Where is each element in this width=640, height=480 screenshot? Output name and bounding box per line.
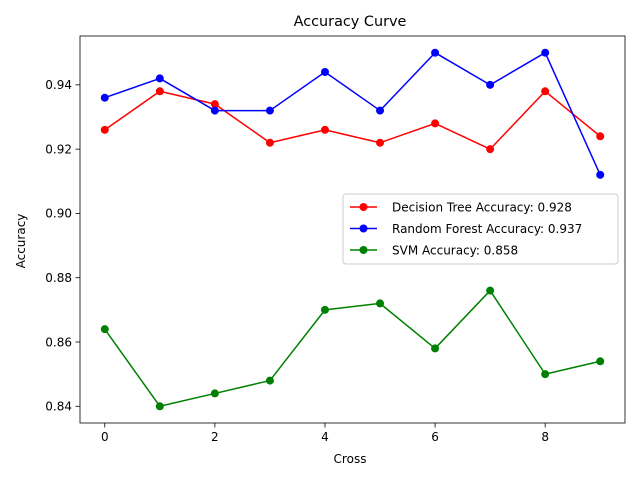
data-point-series-1-x-0 — [100, 93, 109, 102]
data-point-series-2-x-3 — [265, 376, 274, 385]
x-axis-label: Cross — [334, 452, 367, 466]
data-point-series-0-x-1 — [155, 87, 164, 96]
y-tick-label: 0.90 — [45, 207, 72, 221]
data-point-series-0-x-9 — [596, 132, 605, 141]
y-axis-label: Accuracy — [14, 214, 28, 269]
legend-label-0: Decision Tree Accuracy: 0.928 — [392, 200, 572, 214]
data-point-series-1-x-2 — [210, 106, 219, 115]
ticks-layer: 0 2 4 6 8 0.84 0.86 0.88 0.90 0.92 0.94 — [45, 78, 549, 444]
chart-title: Accuracy Curve — [294, 14, 407, 30]
data-point-series-1-x-4 — [320, 68, 329, 76]
legend-label-1: Random Forest Accuracy: 0.937 — [392, 222, 582, 236]
axes-layer — [79, 35, 626, 424]
data-point-series-2-x-5 — [376, 299, 385, 308]
data-point-series-0-x-8 — [541, 87, 550, 96]
legend-marker-2 — [359, 246, 368, 254]
data-point-series-1-x-1 — [155, 74, 164, 83]
data-point-series-1-x-3 — [265, 106, 274, 115]
x-tick-label: 6 — [431, 430, 439, 444]
data-point-series-0-x-7 — [486, 145, 495, 154]
data-point-series-0-x-5 — [376, 138, 385, 147]
data-point-series-2-x-1 — [155, 402, 164, 411]
series-line-0 — [103, 90, 602, 150]
data-point-series-1-x-7 — [486, 80, 495, 89]
legend-marker-1 — [359, 224, 368, 233]
y-tick-label: 0.86 — [45, 335, 72, 349]
data-point-series-2-x-4 — [320, 305, 329, 314]
data-point-series-2-x-9 — [596, 357, 605, 366]
data-point-series-1-x-9 — [596, 170, 605, 179]
legend-label-2: SVM Accuracy: 0.858 — [392, 243, 518, 257]
data-point-series-2-x-6 — [431, 344, 440, 353]
data-point-series-0-x-0 — [100, 125, 109, 134]
x-tick-label: 4 — [321, 430, 329, 444]
data-point-series-2-x-0 — [100, 325, 109, 334]
data-point-series-1-x-8 — [541, 48, 550, 57]
legend: Decision Tree Accuracy: 0.928 Random Fore… — [342, 193, 619, 265]
data-point-series-0-x-6 — [431, 119, 440, 128]
data-point-series-1-x-5 — [376, 106, 385, 115]
data-point-series-2-x-7 — [486, 286, 495, 295]
x-tick-label: 2 — [211, 430, 219, 444]
x-tick-label: 0 — [101, 430, 109, 444]
series-line-2 — [103, 289, 602, 408]
legend-box — [342, 193, 619, 265]
y-tick-label: 0.84 — [45, 400, 72, 414]
data-point-series-0-x-3 — [265, 138, 274, 147]
legend-marker-0 — [359, 203, 368, 211]
axes-frame — [79, 35, 626, 424]
data-point-series-0-x-4 — [320, 125, 329, 134]
x-tick-label: 8 — [541, 430, 549, 444]
data-point-series-2-x-2 — [210, 389, 219, 398]
y-tick-label: 0.94 — [45, 78, 72, 92]
y-tick-label: 0.92 — [45, 142, 72, 156]
data-point-series-0-x-2 — [210, 100, 219, 109]
series-line-1 — [103, 51, 602, 176]
data-point-series-2-x-8 — [541, 370, 550, 379]
data-point-series-1-x-6 — [431, 48, 440, 57]
series-layer — [100, 48, 605, 411]
y-tick-label: 0.88 — [45, 271, 72, 285]
